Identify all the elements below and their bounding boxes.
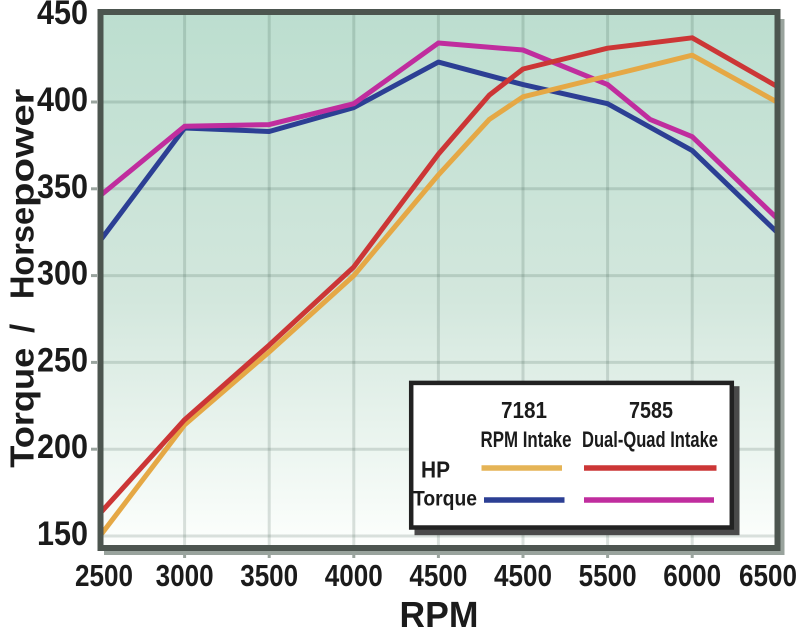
svg-text:power: power [4, 89, 41, 207]
svg-text:RPM: RPM [400, 595, 479, 627]
svg-text:6500: 6500 [739, 558, 797, 593]
svg-text:200: 200 [37, 428, 88, 466]
svg-text:4000: 4000 [325, 558, 383, 593]
svg-text:7181: 7181 [501, 397, 547, 423]
svg-text:250: 250 [37, 341, 88, 379]
svg-text:Horse: Horse [4, 207, 41, 299]
svg-text:HP: HP [421, 457, 450, 483]
svg-text:/: / [4, 324, 41, 333]
svg-text:5500: 5500 [579, 558, 637, 593]
svg-text:2500: 2500 [75, 558, 133, 593]
svg-text:300: 300 [37, 255, 88, 293]
svg-text:3000: 3000 [156, 558, 214, 593]
svg-text:Torque: Torque [413, 488, 477, 511]
svg-text:450: 450 [37, 0, 88, 32]
svg-text:3500: 3500 [240, 558, 298, 593]
svg-text:Torque: Torque [4, 348, 41, 468]
svg-text:RPM Intake: RPM Intake [481, 427, 572, 452]
svg-text:350: 350 [37, 168, 88, 206]
svg-text:6000: 6000 [663, 558, 721, 593]
svg-text:4500: 4500 [494, 558, 552, 593]
svg-text:7585: 7585 [629, 397, 673, 423]
svg-text:Dual-Quad Intake: Dual-Quad Intake [582, 427, 718, 452]
svg-text:150: 150 [37, 515, 88, 553]
svg-text:4500: 4500 [409, 558, 467, 593]
svg-text:400: 400 [37, 81, 88, 119]
